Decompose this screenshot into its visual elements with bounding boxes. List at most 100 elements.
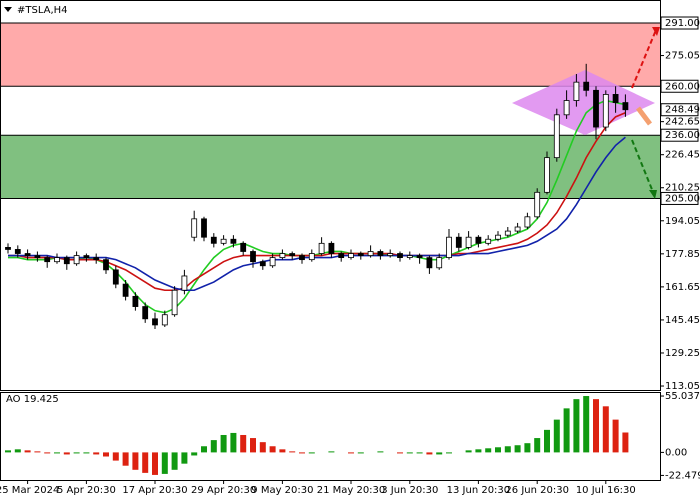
candle-body [348,253,354,259]
ao-bar [514,445,521,453]
ao-bar [259,442,266,453]
candle-body [201,218,207,238]
zone [0,135,660,199]
ao-bar [34,451,41,453]
ao-bar [103,452,109,457]
pattern-diamond [512,70,655,135]
candle-body [524,216,531,228]
y-tick-label: 242.65 [665,117,700,128]
ao-bar [602,406,609,453]
ao-bar [279,449,286,453]
x-tick-label: 29 Apr 20:30 [191,485,256,496]
ao-title: AO 19.425 [6,394,59,405]
ao-bar [240,434,247,453]
chart-title: #TSLA,H4 [17,5,68,16]
ao-bar [161,452,168,474]
ao-frame [0,392,661,481]
candle-body [455,236,462,248]
ao-bar [397,452,403,454]
candle-body [93,257,100,261]
ao-bar [210,440,217,453]
candle-body [54,257,60,263]
candle-body [161,314,168,326]
ao-bar [44,452,51,454]
ao-bar [593,399,599,453]
candle-body [377,251,384,256]
ao-bar [5,450,11,453]
candle-body [34,255,41,259]
candle-body [563,100,570,116]
candle-body [142,306,149,320]
y-tick-label: 194.05 [665,216,700,227]
up-arrow-head [652,27,660,36]
candle-body [583,81,590,91]
x-tick-label: 9 May 20:30 [251,485,313,496]
moving-average [8,136,626,292]
ao-bar [14,449,21,453]
ao-bar [24,450,31,453]
candle-body [250,251,256,263]
moving-average [8,112,626,292]
ao-bar [191,452,198,456]
x-tick-label: 3 Jun 20:30 [381,485,438,496]
ao-bar [308,452,315,454]
candle-body [387,253,394,256]
y-tick-label: 129.25 [665,348,700,359]
main-frame [0,0,661,391]
ao-bar [289,451,296,453]
candle-body [573,81,580,101]
candle-body [495,234,501,240]
y-tick-label: 113.05 [665,381,700,392]
y-tick-label: 55.037 [665,391,700,402]
x-tick-label: 13 Jun 20:30 [447,485,511,496]
ao-bar [63,452,70,455]
ao-bar [495,447,501,453]
ao-bar [112,452,119,461]
x-tick-label: 5 Apr 20:30 [57,485,116,496]
candle-body [230,238,237,244]
x-tick-label: 26 Jun 20:30 [505,485,569,496]
y-tick-label: 275.05 [665,51,700,62]
candle-body [240,242,247,252]
candle-body [475,236,482,244]
ao-bar [504,446,511,453]
y-tick-label: 0.00 [665,447,687,458]
ao-bar [152,452,158,475]
ao-bar [553,419,560,453]
candle-body [328,242,335,254]
candle-body [220,238,227,244]
candle-body [426,257,433,269]
menu-triangle [4,7,12,12]
ao-bar [230,432,237,453]
ao-bar [250,438,256,453]
candle-body [397,253,403,259]
y-tick-label: 177.85 [665,249,700,260]
candle-body [181,275,188,291]
zone [0,23,660,87]
candle-body [593,89,599,128]
candle-body [622,102,629,111]
ao-bar [93,452,100,455]
y-tick-label: 145.45 [665,315,700,326]
candle-body [318,242,325,254]
candle-body [24,253,31,256]
y-tick-label: 205.00 [665,193,700,204]
candle-body [269,257,276,267]
ao-bar [73,452,80,454]
down-arrow-head [649,190,657,199]
ao-bar [181,452,188,464]
y-tick-label: 226.45 [665,150,700,161]
candle-body [112,269,119,285]
ao-bar [171,452,178,470]
y-tick-label: 161.65 [665,282,700,293]
x-tick-label: 25 Mar 2024 [0,485,59,496]
up-arrow [631,29,657,89]
candle-body [338,253,345,259]
candle-body [5,247,11,250]
ao-bar [563,408,570,453]
candle-body [191,218,198,238]
candle-body [152,318,158,326]
ao-bar [122,452,129,466]
candle-body [259,261,266,267]
